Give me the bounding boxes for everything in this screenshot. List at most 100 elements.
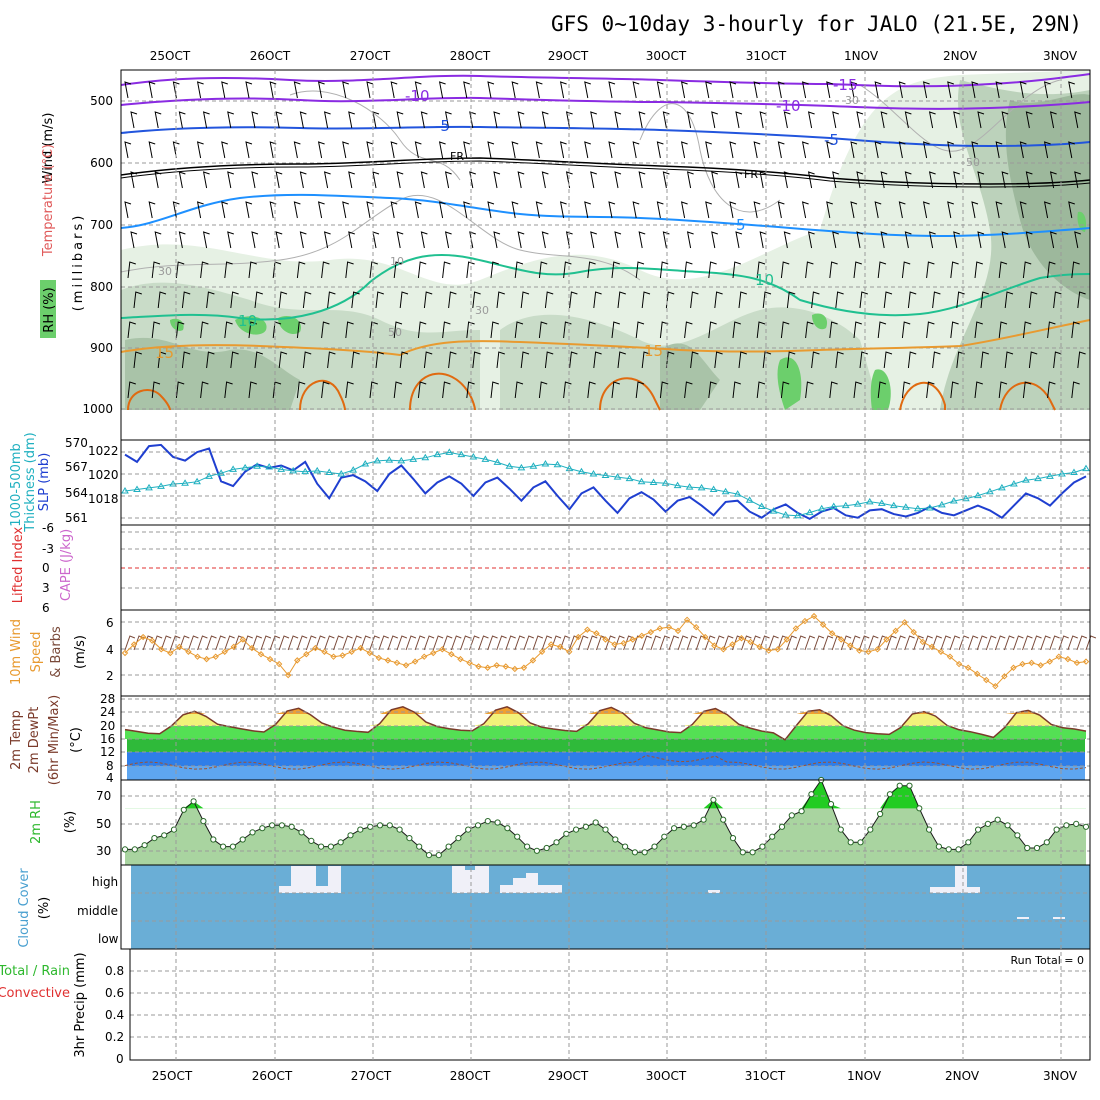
wind-speed-point — [838, 636, 845, 643]
wind-speed-point — [339, 652, 346, 659]
upper-wind-barb — [587, 261, 596, 279]
ylabel-temperature: Temperature (°C) — [41, 144, 56, 257]
upper-wind-barb — [953, 171, 960, 189]
upper-wind-barb — [780, 321, 790, 339]
rh2m-point — [827, 801, 835, 808]
temp-contour-m10 — [120, 96, 1091, 110]
upper-wind-barb — [759, 171, 767, 189]
thickness-point — [817, 504, 826, 512]
wind10m-panel: 6 4 2 10m Wind Speed & Barbs (m/s) — [9, 609, 1097, 697]
x-label-bottom-3: 28OCT — [450, 1069, 491, 1083]
upper-wind-barb — [874, 201, 882, 219]
thickness-line — [124, 451, 1087, 517]
upper-wind-barb — [151, 261, 161, 279]
x-label-bottom-1: 26OCT — [252, 1069, 293, 1083]
precip-tick-04: 0.4 — [105, 1008, 124, 1022]
upper-wind-barb — [448, 351, 457, 369]
thickness-markers — [121, 448, 1090, 519]
rh2m-point — [249, 829, 256, 836]
thickness-point — [493, 458, 502, 465]
upper-air-wind-barbs — [124, 81, 1086, 399]
wind-barb — [804, 635, 816, 651]
thickness-point — [457, 450, 466, 458]
rh2m-point — [484, 818, 491, 825]
wind-speed-point — [275, 660, 283, 668]
thickness-point — [925, 504, 934, 511]
thickness-point — [373, 456, 382, 464]
thickness-point — [841, 501, 850, 509]
label-t-10a: 10 — [238, 312, 257, 330]
wind-barb — [641, 635, 652, 651]
upper-wind-barb — [1053, 291, 1062, 309]
rh2m-point — [406, 835, 413, 842]
rh2m-point — [376, 822, 384, 829]
upper-wind-barb — [154, 111, 162, 129]
upper-wind-barb — [971, 81, 979, 99]
wind-speed-point — [448, 651, 455, 658]
upper-wind-barb — [345, 381, 354, 399]
wind-speed-point — [783, 636, 791, 643]
upper-wind-barb — [922, 141, 930, 159]
rh2m-point — [396, 826, 403, 833]
upper-wind-barb — [559, 81, 567, 99]
cloud-tick-high: high — [92, 875, 118, 889]
thickness-point — [277, 465, 286, 472]
upper-wind-barb — [157, 351, 167, 369]
upper-wind-barb — [559, 141, 567, 159]
wind-barb — [296, 635, 308, 651]
upper-wind-barb — [980, 351, 989, 369]
upper-wind-barb — [1004, 291, 1014, 309]
ylabel-cloud-cover: Cloud Cover — [17, 868, 32, 948]
wind-barb — [414, 635, 426, 651]
upper-wind-barb — [753, 201, 761, 219]
wind-speed-point — [955, 660, 963, 668]
wind-speed-point — [411, 658, 419, 665]
ylabel-cape: CAPE (J/kg) — [59, 529, 74, 601]
upper-wind-barb — [248, 381, 257, 399]
upper-wind-barb — [469, 231, 476, 249]
rh2m-point — [612, 836, 619, 843]
upper-wind-barb — [805, 261, 814, 279]
wind-barb — [704, 635, 716, 651]
upper-wind-barb — [200, 381, 209, 399]
upper-wind-barb — [299, 231, 307, 249]
rh-green-blob-6 — [812, 313, 828, 330]
upper-wind-barb — [442, 261, 451, 279]
upper-wind-barb — [296, 321, 306, 339]
upper-wind-barb — [753, 81, 761, 99]
wind-barb — [224, 635, 235, 651]
wind-barb — [441, 635, 453, 651]
ylabel-2m-dewpt: 2m DewPt — [27, 707, 42, 774]
thickness-point — [625, 474, 634, 482]
upper-wind-barb — [801, 201, 809, 219]
upper-wind-barb — [299, 171, 307, 189]
rh2m-point — [896, 782, 903, 789]
temp2m-line — [124, 705, 1087, 741]
cloud-bar-highlight — [465, 866, 475, 870]
rh2m-point — [1033, 844, 1041, 852]
upper-wind-barb — [826, 141, 833, 159]
upper-wind-barb — [466, 261, 475, 279]
upper-wind-barb — [829, 381, 838, 399]
rh2m-point — [680, 823, 688, 830]
upper-wind-barb — [202, 231, 210, 249]
wind-barb — [1076, 635, 1088, 651]
upper-wind-barb — [230, 291, 239, 309]
upper-wind-barb — [832, 111, 839, 129]
thickness-point — [673, 481, 682, 489]
upper-wind-barb — [130, 171, 138, 189]
wind-speed-point — [856, 647, 863, 654]
label-t-5: 5 — [736, 216, 746, 234]
rh2m-point — [955, 846, 962, 853]
ylabel-2m-temp: 2m Temp — [9, 710, 24, 770]
upper-wind-barb — [133, 291, 142, 309]
ylabel-millibars: (millibars) — [71, 213, 86, 312]
rh2m-point — [729, 835, 737, 842]
wind-speed-point — [611, 641, 618, 648]
upper-wind-barb — [590, 171, 597, 189]
upper-wind-barb — [275, 111, 283, 129]
upper-wind-barb — [496, 291, 505, 309]
wind-barb — [459, 635, 471, 651]
upper-wind-barb — [1049, 171, 1057, 189]
precip-tick-06: 0.6 — [105, 986, 124, 1000]
